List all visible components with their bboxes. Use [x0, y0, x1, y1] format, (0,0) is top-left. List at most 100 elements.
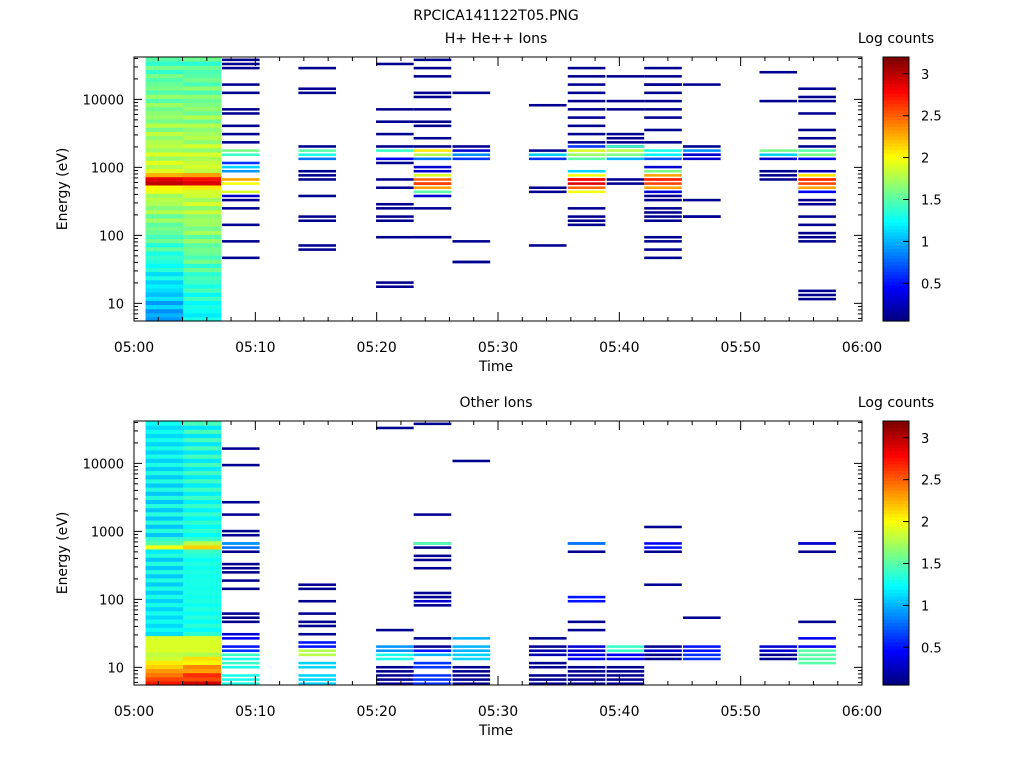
y-axis-label: Energy (eV): [55, 148, 71, 231]
heatmap-cell: [183, 635, 222, 641]
heatmap-cell: [183, 69, 222, 75]
heatmap-cell: [644, 194, 682, 198]
heatmap-cell: [145, 127, 184, 132]
heatmap-cell: [183, 672, 222, 678]
heatmap-cell: [298, 145, 337, 148]
colorbar-swatch: [883, 208, 909, 213]
colorbar-swatch: [883, 63, 909, 68]
heatmap-cell: [221, 665, 260, 669]
heatmap-cell: [798, 297, 836, 301]
colorbar-swatch: [883, 434, 909, 439]
heatmap-cell: [644, 542, 682, 545]
heatmap-cell: [183, 598, 222, 604]
heatmap-cell: [145, 123, 184, 128]
colorbar-swatch: [883, 169, 909, 174]
colorbar-swatch: [883, 212, 909, 216]
heatmap-cell: [183, 312, 222, 318]
heatmap-cell: [298, 91, 337, 95]
heatmap-cell: [221, 616, 260, 619]
heatmap-cell: [413, 665, 452, 669]
heatmap-cell: [145, 275, 184, 281]
heatmap-cell: [298, 219, 337, 222]
y-axis: 10 100 1000 10000 Energy (eV): [55, 421, 862, 683]
heatmap-cell: [221, 653, 260, 657]
heatmap-cell: [683, 83, 721, 86]
heatmap-cell: [567, 116, 606, 119]
heatmap-cell: [145, 668, 184, 674]
heatmap-cell: [644, 75, 682, 78]
panels: 10 100 1000 10000 Energy (eV) 05:00 05:10 05:20…: [55, 31, 942, 739]
heatmap-cell: [145, 627, 184, 632]
heatmap-cell: [183, 544, 222, 550]
heatmap-cell: [683, 653, 721, 657]
heatmap-cell: [183, 102, 222, 108]
heatmap-cell: [567, 595, 606, 599]
heatmap-cell: [644, 256, 682, 260]
heatmap-cell: [759, 653, 798, 657]
colorbar-swatch: [883, 444, 909, 448]
colorbar-swatch: [883, 284, 909, 289]
heatmap-cell: [183, 234, 222, 240]
heatmap-cell: [606, 141, 645, 144]
heatmap-cell: [567, 219, 606, 222]
heatmap-cell: [798, 293, 836, 297]
heatmap-cell: [644, 174, 682, 177]
heatmap-cell: [183, 503, 222, 509]
heatmap-cell: [221, 66, 260, 70]
heatmap-cell: [145, 242, 184, 248]
heatmap-cell: [567, 682, 606, 685]
heatmap-cell: [798, 157, 836, 161]
heatmap-cell: [221, 661, 260, 665]
heatmap-cell: [183, 441, 222, 447]
heatmap-cell: [298, 174, 337, 177]
heatmap-cell: [644, 169, 682, 173]
colorbar-swatch: [883, 132, 909, 137]
heatmap-cell: [376, 235, 414, 239]
heatmap-cell: [145, 176, 184, 182]
heatmap-cell: [145, 474, 184, 480]
heatmap-cell: [183, 557, 222, 562]
heatmap-cell: [298, 157, 337, 161]
heatmap-cell: [452, 653, 491, 657]
y-tick-label: 1000: [91, 161, 124, 176]
colorbar-swatch: [883, 576, 909, 580]
heatmap-cell: [644, 211, 682, 214]
heatmap-cell: [528, 103, 567, 107]
heatmap-cell: [298, 665, 337, 669]
heatmap-cell: [145, 230, 184, 235]
heatmap-cell: [683, 157, 721, 161]
colorbar-swatch: [883, 609, 909, 613]
heatmap-cell: [183, 532, 222, 538]
heatmap-cell: [376, 157, 414, 161]
heatmap-cell: [145, 296, 184, 301]
colorbar-swatch: [883, 496, 909, 501]
heatmap-cell: [145, 193, 184, 198]
heatmap-cell: [183, 449, 222, 455]
heatmap-cell: [298, 149, 337, 152]
colorbar-swatch: [883, 523, 909, 528]
heatmap-cell: [183, 184, 222, 190]
heatmap-cell: [413, 591, 452, 595]
heatmap-cell: [145, 507, 184, 513]
colorbar-swatch: [883, 473, 909, 478]
heatmap-cell: [798, 149, 836, 152]
heatmap-cell: [221, 678, 260, 681]
heatmap-cell: [567, 145, 606, 148]
heatmap-cell: [376, 161, 414, 165]
colorbar-swatch: [883, 182, 909, 187]
heatmap-cell: [183, 495, 222, 500]
heatmap-cell: [183, 429, 222, 434]
heatmap-cell: [221, 657, 260, 661]
heatmap-cell: [183, 664, 222, 670]
heatmap-cell: [376, 674, 414, 677]
heatmap-cell: [221, 58, 260, 62]
colorbar-swatch: [883, 572, 909, 577]
heatmap-cell: [145, 421, 184, 426]
heatmap-cell: [798, 649, 836, 652]
heatmap-cell: [145, 536, 184, 542]
heatmap-cell: [183, 680, 222, 686]
x-tick-label: 05:30: [478, 340, 518, 356]
heatmap-cell: [452, 153, 491, 156]
colorbar-swatch: [883, 447, 909, 452]
colorbar-swatch: [883, 172, 909, 177]
